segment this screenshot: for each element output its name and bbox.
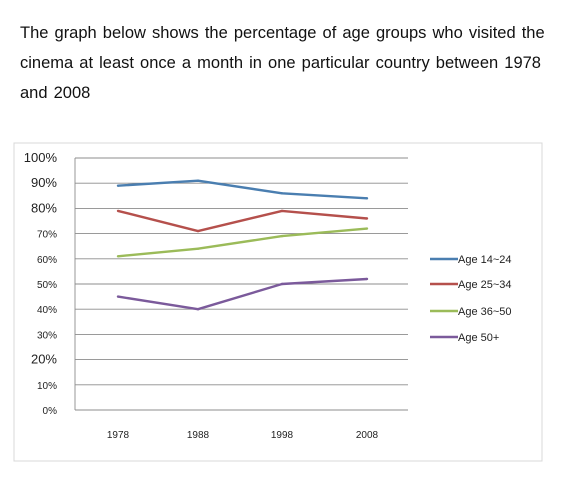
series-line-3 [117,227,368,258]
series-line-2 [117,209,368,233]
y-axis-ticks: 100% 90% 80% 70% 60% 50% 40% 30% 20% 10% 0% [24,150,58,417]
y-tick-label: 10% [37,381,57,392]
data-point [280,234,284,238]
data-point [196,179,200,182]
data-point [280,192,284,195]
data-point [196,229,200,233]
x-axis-ticks: 1978 1988 1998 2008 [107,430,379,441]
y-tick-label: 80% [31,200,57,215]
y-tick-label: 20% [31,352,57,367]
x-tick-label: 1978 [107,430,130,441]
series-line-4 [117,277,368,311]
y-tick-label: 70% [37,230,57,241]
data-point [196,247,200,250]
legend-label: Age 50+ [458,332,499,344]
data-point [116,209,120,213]
x-tick-label: 1988 [187,430,210,441]
data-point [365,277,369,281]
data-point [365,217,369,220]
legend-label: Age 14~24 [458,254,512,266]
gridlines [74,157,408,411]
y-tick-label: 40% [37,305,57,316]
data-point [116,255,120,258]
y-tick-label: 50% [37,280,57,291]
data-point [196,308,200,311]
legend-label: Age 25~34 [458,279,512,291]
y-tick-label: 90% [31,175,57,190]
y-tick-label: 0% [43,406,58,417]
y-tick-label: 60% [37,255,57,266]
x-tick-label: 1998 [271,430,294,441]
intro-paragraph: The graph below shows the percentage of … [20,24,545,102]
series-line-1 [117,179,368,200]
series-lines [116,179,369,311]
y-tick-label: 30% [37,330,57,341]
data-point [116,184,120,187]
data-point [365,227,369,230]
y-tick-label: 100% [24,150,58,165]
data-point [365,197,369,200]
legend-label: Age 36~50 [458,306,512,318]
data-point [280,209,284,213]
x-tick-label: 2008 [356,430,379,441]
legend: Age 14~24 Age 25~34 Age 36~50 Age 50+ [430,254,512,344]
data-point [116,295,120,298]
data-point [280,282,284,286]
chart-frame [13,142,543,462]
